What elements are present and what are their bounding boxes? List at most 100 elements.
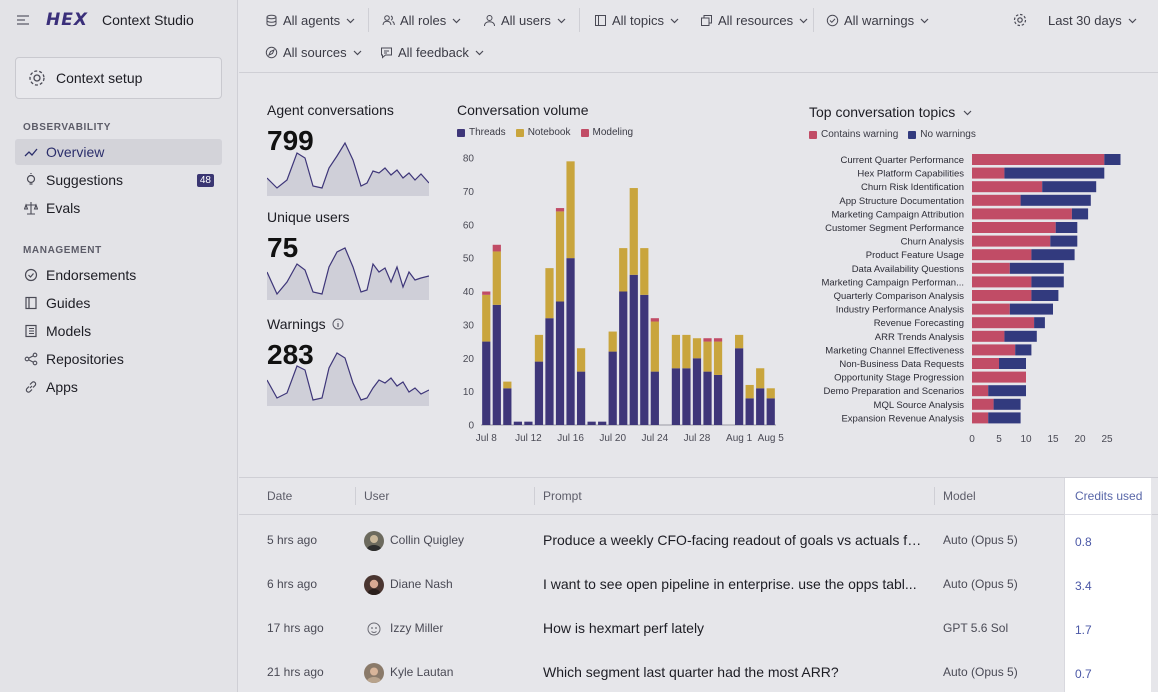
volume-bar-threads <box>598 421 607 425</box>
legend-item-threads[interactable]: Threads <box>457 127 506 138</box>
legend-item-notebook[interactable]: Notebook <box>515 127 571 138</box>
volume-bar-modeling <box>713 338 723 342</box>
volume-bar-threads <box>545 318 554 425</box>
x-tick-label: Aug 5 <box>758 433 785 444</box>
topic-bar-no-warnings <box>1015 344 1032 356</box>
topic-label: MQL Source Analysis <box>874 400 965 411</box>
volume-bar-threads <box>619 291 628 425</box>
users-icon <box>382 14 395 25</box>
feedback-filter[interactable]: All feedback <box>380 40 484 64</box>
unique-users-value: 75 <box>267 232 299 263</box>
volume-bar-notebook <box>650 321 659 372</box>
sources-filter[interactable]: All sources <box>265 40 362 64</box>
table-row[interactable]: 6 hrs ago Diane Nash I want to see open … <box>239 564 1158 608</box>
topic-bar-no-warnings <box>1071 208 1089 220</box>
topics-filter[interactable]: All topics <box>594 8 679 32</box>
x-tick-label: Aug 1 <box>726 433 753 444</box>
topics-legend: Contains warning No warnings <box>809 129 986 140</box>
chevron-down-icon <box>670 18 679 23</box>
legend-item-no-warnings[interactable]: No warnings <box>908 129 976 140</box>
sidebar-item-endorsements[interactable]: Endorsements <box>15 262 222 288</box>
sidebar-item-repositories[interactable]: Repositories <box>15 346 222 372</box>
info-icon[interactable] <box>332 318 344 330</box>
row-prompt: How is hexmart perf lately <box>543 620 705 636</box>
topic-label: Customer Segment Performance <box>825 223 964 234</box>
sidebar-item-apps[interactable]: Apps <box>15 374 222 400</box>
resources-filter[interactable]: All resources <box>700 8 808 32</box>
sidebar: HEX Context Studio Context setup OBSERVA… <box>0 0 238 692</box>
date-range-label: Last 30 days <box>1048 12 1122 28</box>
topic-label: Quarterly Comparison Analysis <box>834 291 965 302</box>
avatar <box>364 531 384 551</box>
sidebar-item-label: Guides <box>46 295 91 311</box>
column-header-credits[interactable]: Credits used <box>1075 489 1143 503</box>
row-user: Collin Quigley <box>390 533 465 547</box>
volume-bar-threads <box>524 421 533 425</box>
legend-item-contains-warning[interactable]: Contains warning <box>809 129 898 140</box>
volume-bar-notebook <box>482 294 491 342</box>
legend-item-modeling[interactable]: Modeling <box>580 127 633 138</box>
column-header-model[interactable]: Model <box>943 489 976 503</box>
topic-bar-contains-warning <box>972 249 1032 261</box>
column-header-date[interactable]: Date <box>267 489 293 503</box>
context-setup-button[interactable]: Context setup <box>15 57 222 99</box>
y-tick-label: 30 <box>463 320 475 331</box>
unique-users-title: Unique users <box>267 209 350 225</box>
topic-label: Opportunity Stage Progression <box>834 373 964 384</box>
menu-icon[interactable] <box>16 13 30 27</box>
credits-used-column[interactable]: Credits used 0.8 3.4 1.7 0.7 <box>1064 478 1152 692</box>
roles-filter[interactable]: All roles <box>382 8 461 32</box>
topics-chart-title[interactable]: Top conversation topics <box>809 104 972 120</box>
settings-gear-icon[interactable] <box>1013 13 1027 27</box>
sidebar-item-evals[interactable]: Evals <box>15 195 222 221</box>
topic-bar-contains-warning <box>972 398 994 410</box>
topic-label: Industry Performance Analysis <box>836 305 965 316</box>
topic-bar-contains-warning <box>972 303 1010 315</box>
topic-bar-no-warnings <box>1031 290 1059 301</box>
chevron-down-icon <box>452 18 461 23</box>
column-header-user[interactable]: User <box>364 489 390 503</box>
hex-logo[interactable]: HEX <box>46 10 88 30</box>
y-tick-label: 50 <box>463 254 475 265</box>
volume-bar-threads <box>735 348 744 425</box>
agents-filter[interactable]: All agents <box>265 8 355 32</box>
table-row[interactable]: 21 hrs ago Kyle Lautan Which segment las… <box>239 652 1158 692</box>
link-icon <box>25 381 37 393</box>
row-credits: 1.7 <box>1075 623 1092 637</box>
row-credits: 0.7 <box>1075 667 1092 681</box>
sidebar-item-overview[interactable]: Overview <box>15 139 222 165</box>
conversation-volume-chart: 0 10 20 30 40 50 60 70 80 Jul 8 Jul 12 Jul 16 Jul 20… <box>463 154 785 445</box>
volume-bar-threads <box>629 274 638 425</box>
volume-bar-threads <box>608 351 617 425</box>
volume-bar-notebook <box>735 334 744 349</box>
topics-title-text: Top conversation topics <box>809 104 956 120</box>
comment-icon <box>381 47 392 59</box>
topic-bar-no-warnings <box>1055 222 1078 233</box>
warnings-title: Warnings <box>267 316 344 332</box>
users-filter[interactable]: All users <box>483 8 566 32</box>
trend-icon <box>24 148 38 157</box>
volume-bar-threads <box>513 421 522 425</box>
table-row[interactable]: 5 hrs ago Collin Quigley Produce a weekl… <box>239 520 1158 564</box>
volume-bar-threads <box>534 361 544 425</box>
y-tick-label: 20 <box>463 354 475 365</box>
topic-label: Product Feature Usage <box>866 250 964 261</box>
volume-bar-notebook <box>619 248 628 292</box>
date-range-filter[interactable]: Last 30 days <box>1048 8 1137 32</box>
sidebar-item-suggestions[interactable]: Suggestions 48 <box>15 167 222 193</box>
warnings-filter[interactable]: All warnings <box>826 8 929 32</box>
legend-label: Threads <box>469 127 506 138</box>
volume-bar-threads <box>482 341 491 425</box>
column-header-prompt[interactable]: Prompt <box>543 489 582 503</box>
sidebar-item-models[interactable]: Models <box>15 318 222 344</box>
table-row[interactable]: 17 hrs ago Izzy Miller How is hexmart pe… <box>239 608 1158 652</box>
topic-bar-no-warnings <box>1050 235 1078 247</box>
volume-bar-threads <box>576 371 586 425</box>
agent-conversations-value: 799 <box>267 125 314 156</box>
row-prompt: I want to see open pipeline in enterpris… <box>543 576 917 592</box>
stack-icon <box>701 14 712 26</box>
volume-bar-notebook <box>682 334 691 369</box>
sidebar-item-guides[interactable]: Guides <box>15 290 222 316</box>
volume-bar-notebook <box>640 248 649 295</box>
topic-label: Marketing Campaign Performan... <box>821 277 964 288</box>
